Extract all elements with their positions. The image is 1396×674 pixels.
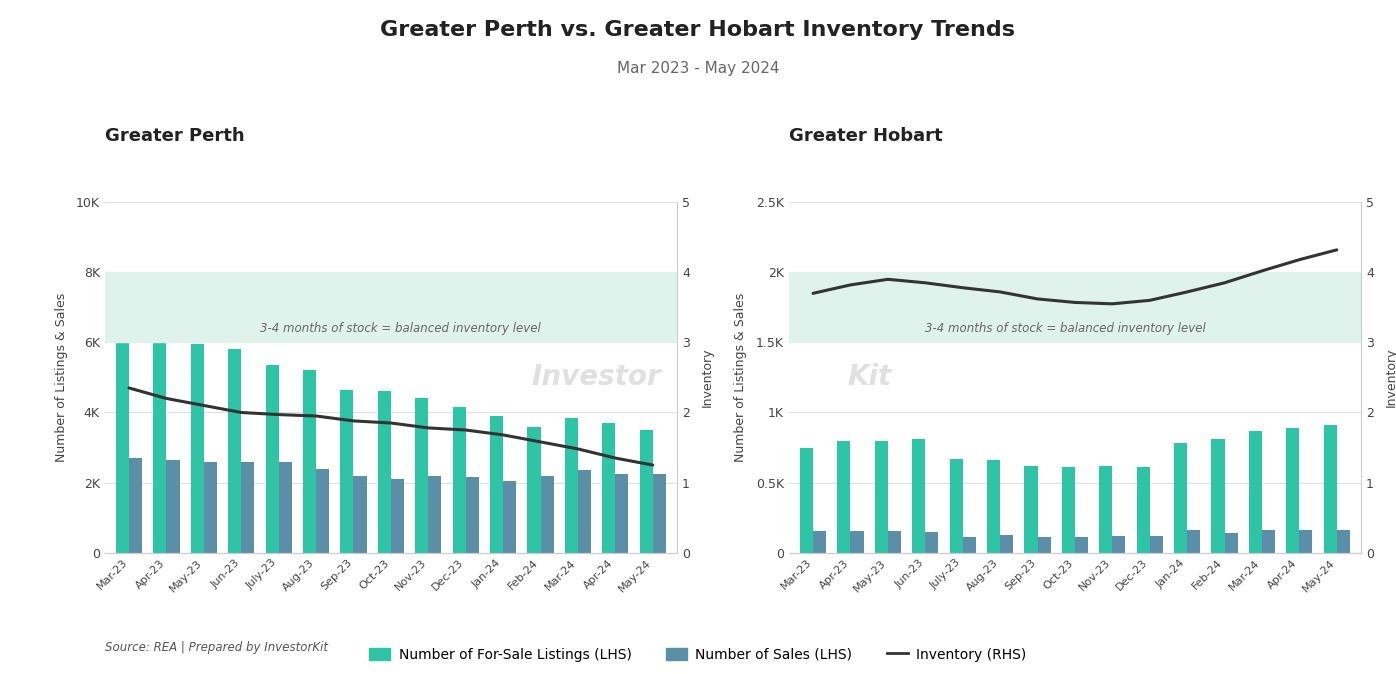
- Y-axis label: Inventory: Inventory: [1385, 348, 1396, 407]
- Bar: [315, 468, 329, 553]
- Bar: [1337, 530, 1350, 553]
- Text: Greater Perth: Greater Perth: [105, 127, 244, 145]
- Bar: [838, 441, 850, 553]
- Bar: [1037, 537, 1051, 553]
- Bar: [850, 531, 864, 553]
- Bar: [1075, 537, 1087, 553]
- Bar: [415, 398, 429, 553]
- Y-axis label: Number of Listings & Sales: Number of Listings & Sales: [734, 293, 747, 462]
- Bar: [452, 407, 466, 553]
- Bar: [303, 371, 315, 553]
- Bar: [242, 462, 254, 553]
- Text: Mar 2023 - May 2024: Mar 2023 - May 2024: [617, 61, 779, 75]
- Bar: [1150, 536, 1163, 553]
- Bar: [888, 531, 900, 553]
- Y-axis label: Number of Listings & Sales: Number of Listings & Sales: [54, 293, 67, 462]
- Bar: [540, 476, 554, 553]
- Bar: [1062, 467, 1075, 553]
- Bar: [466, 477, 479, 553]
- Y-axis label: Inventory: Inventory: [701, 348, 713, 407]
- Bar: [154, 321, 166, 553]
- Bar: [1000, 535, 1013, 553]
- Bar: [228, 349, 242, 553]
- Bar: [949, 459, 963, 553]
- Bar: [1212, 439, 1224, 553]
- Text: Greater Hobart: Greater Hobart: [789, 127, 942, 145]
- Bar: [639, 430, 653, 553]
- Bar: [1025, 466, 1037, 553]
- Bar: [1187, 530, 1201, 553]
- Bar: [279, 462, 292, 553]
- Legend: Number of For-Sale Listings (LHS), Number of Sales (LHS), Inventory (RHS): Number of For-Sale Listings (LHS), Numbe…: [364, 642, 1032, 667]
- Bar: [1300, 530, 1312, 553]
- Bar: [528, 427, 540, 553]
- Bar: [1323, 425, 1337, 553]
- Text: Source: REA | Prepared by InvestorKit: Source: REA | Prepared by InvestorKit: [105, 641, 328, 654]
- Bar: [912, 439, 926, 553]
- Text: 3-4 months of stock = balanced inventory level: 3-4 months of stock = balanced inventory…: [926, 322, 1206, 336]
- Bar: [490, 416, 503, 553]
- Bar: [166, 460, 180, 553]
- Bar: [1174, 443, 1187, 553]
- Bar: [789, 272, 1361, 342]
- Bar: [265, 365, 279, 553]
- Bar: [116, 304, 128, 553]
- Bar: [1249, 431, 1262, 553]
- Bar: [1113, 536, 1125, 553]
- Bar: [1286, 428, 1300, 553]
- Bar: [800, 448, 812, 553]
- Text: Investor: Investor: [532, 363, 662, 392]
- Bar: [204, 462, 216, 553]
- Bar: [353, 476, 367, 553]
- Text: Kit: Kit: [847, 363, 891, 392]
- Bar: [653, 474, 666, 553]
- Text: 3-4 months of stock = balanced inventory level: 3-4 months of stock = balanced inventory…: [260, 322, 540, 336]
- Bar: [391, 479, 403, 553]
- Bar: [578, 470, 591, 553]
- Bar: [341, 390, 353, 553]
- Bar: [875, 441, 888, 553]
- Bar: [191, 344, 204, 553]
- Bar: [812, 531, 826, 553]
- Bar: [1099, 466, 1113, 553]
- Bar: [128, 458, 142, 553]
- Bar: [926, 532, 938, 553]
- Bar: [429, 476, 441, 553]
- Bar: [378, 392, 391, 553]
- Bar: [105, 272, 677, 342]
- Bar: [987, 460, 1000, 553]
- Bar: [963, 537, 976, 553]
- Bar: [1136, 467, 1150, 553]
- Bar: [565, 418, 578, 553]
- Bar: [1262, 530, 1275, 553]
- Bar: [602, 423, 616, 553]
- Bar: [1224, 533, 1238, 553]
- Bar: [503, 481, 517, 553]
- Bar: [616, 474, 628, 553]
- Text: Greater Perth vs. Greater Hobart Inventory Trends: Greater Perth vs. Greater Hobart Invento…: [381, 20, 1015, 40]
